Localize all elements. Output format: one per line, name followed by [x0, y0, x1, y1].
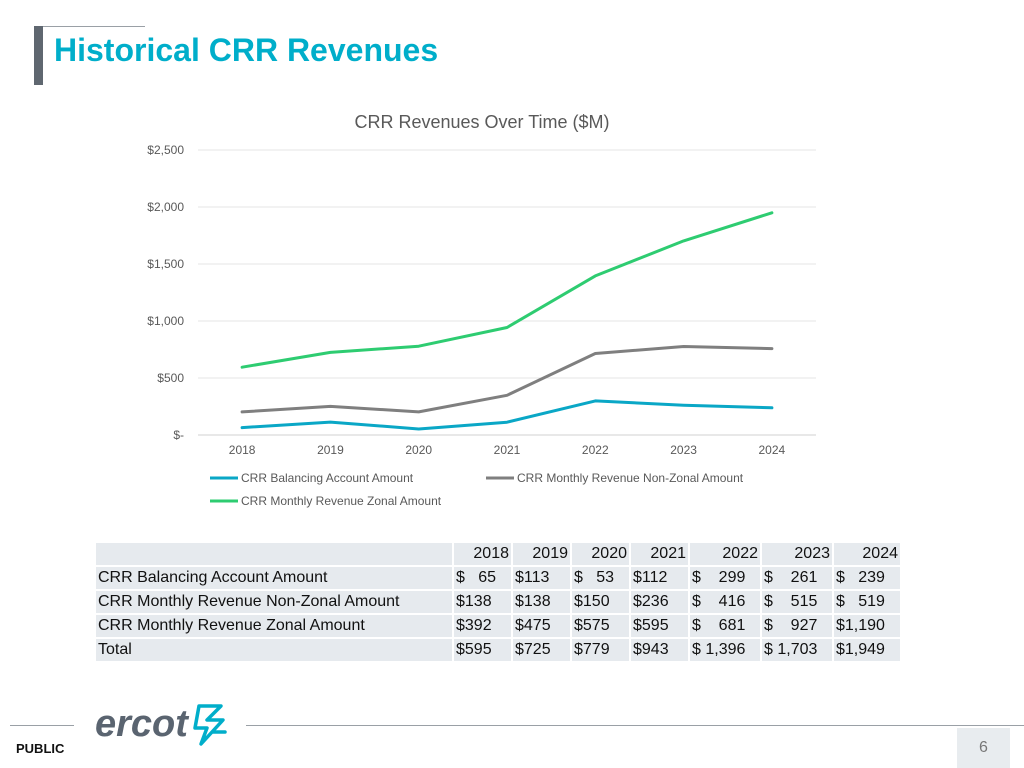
table-cell: $ 239 [834, 567, 900, 589]
ercot-bolt-icon [193, 704, 227, 746]
table-header-cell: 2022 [690, 543, 760, 565]
table-row: CRR Balancing Account Amount $ 65 $113 $ 53… [96, 567, 900, 589]
chart-legend: CRR Balancing Account Amount CRR Monthly … [210, 471, 744, 508]
x-tick-label: 2023 [670, 443, 697, 457]
table-cell: $ 53 [572, 567, 629, 589]
legend-label: CRR Balancing Account Amount [241, 471, 414, 485]
table-cell: $113 [513, 567, 570, 589]
table-cell: $ 927 [762, 615, 832, 637]
title-top-rule [34, 26, 145, 27]
x-tick-label: 2024 [759, 443, 786, 457]
x-tick-label: 2020 [405, 443, 432, 457]
legend-label: CRR Monthly Revenue Non-Zonal Amount [517, 471, 744, 485]
crr-revenue-table: 2018 2019 2020 2021 2022 2023 2024 CRR B… [94, 541, 902, 663]
table-cell: $ 519 [834, 591, 900, 613]
chart-gridlines [198, 149, 816, 436]
table-body: CRR Balancing Account Amount $ 65 $113 $ 53… [96, 567, 900, 661]
y-tick-label: $500 [157, 371, 184, 385]
table-cell: $1,190 [834, 615, 900, 637]
table-cell: $ 299 [690, 567, 760, 589]
table-row-label: CRR Monthly Revenue Zonal Amount [96, 615, 452, 637]
slide-title: Historical CRR Revenues [54, 32, 439, 68]
classification-label: PUBLIC [16, 741, 65, 756]
table-cell: $236 [631, 591, 688, 613]
series-line [240, 345, 774, 414]
page-number-box: 6 [957, 728, 1010, 768]
footer-rule-right [246, 725, 1024, 726]
table-cell: $ 515 [762, 591, 832, 613]
table-header-cell: 2020 [572, 543, 629, 565]
table-header-cell [96, 543, 452, 565]
table-header-cell: 2023 [762, 543, 832, 565]
table-cell: $779 [572, 639, 629, 661]
crr-revenue-line-chart: CRR Revenues Over Time ($M) $- $500 $1,000… [147, 112, 816, 508]
legend-label: CRR Monthly Revenue Zonal Amount [241, 494, 442, 508]
y-tick-label: $1,000 [147, 314, 184, 328]
table-cell: $150 [572, 591, 629, 613]
page-number: 6 [979, 739, 988, 756]
table-cell: $1,949 [834, 639, 900, 661]
table-cell: $575 [572, 615, 629, 637]
table-cell: $ 1,396 [690, 639, 760, 661]
table-cell: $943 [631, 639, 688, 661]
ercot-logo: ercot [95, 703, 227, 746]
table-row: CRR Monthly Revenue Zonal Amount $392 $475… [96, 615, 900, 637]
table-header-cell: 2018 [454, 543, 511, 565]
chart-title: CRR Revenues Over Time ($M) [354, 112, 609, 132]
table-cell: $138 [454, 591, 511, 613]
table-header-cell: 2024 [834, 543, 900, 565]
table-row-label: Total [96, 639, 452, 661]
y-axis-ticks: $- $500 $1,000 $1,500 $2,000 $2,500 [147, 143, 184, 442]
y-tick-label: $2,000 [147, 200, 184, 214]
table-cell: $ 681 [690, 615, 760, 637]
table-row: Total $595 $725 $779 $943 $ 1,396 $ 1,703 $1,94… [96, 639, 900, 661]
table-row-label: CRR Balancing Account Amount [96, 567, 452, 589]
table-cell: $ 65 [454, 567, 511, 589]
table-cell: $475 [513, 615, 570, 637]
x-tick-label: 2021 [494, 443, 521, 457]
x-axis-ticks: 2018 2019 2020 2021 2022 2023 2024 [229, 443, 786, 457]
footer-rule-left [10, 725, 74, 726]
table-row: CRR Monthly Revenue Non-Zonal Amount $138… [96, 591, 900, 613]
table-cell: $595 [454, 639, 511, 661]
table-cell: $ 261 [762, 567, 832, 589]
table-header-cell: 2019 [513, 543, 570, 565]
title-accent-bar [34, 26, 43, 85]
y-tick-label: $2,500 [147, 143, 184, 157]
x-tick-label: 2018 [229, 443, 256, 457]
table-cell: $138 [513, 591, 570, 613]
table-header-cell: 2021 [631, 543, 688, 565]
table-header-row: 2018 2019 2020 2021 2022 2023 2024 [96, 543, 900, 565]
table-cell: $112 [631, 567, 688, 589]
series-line [240, 399, 774, 431]
table-cell: $ 416 [690, 591, 760, 613]
y-tick-label: $1,500 [147, 257, 184, 271]
ercot-logo-text: ercot [95, 703, 189, 745]
table-row-label: CRR Monthly Revenue Non-Zonal Amount [96, 591, 452, 613]
series-line [240, 211, 774, 369]
chart-series [240, 211, 774, 431]
x-tick-label: 2022 [582, 443, 609, 457]
y-tick-label: $- [173, 428, 184, 442]
table-cell: $595 [631, 615, 688, 637]
table-cell: $725 [513, 639, 570, 661]
table-cell: $392 [454, 615, 511, 637]
table-cell: $ 1,703 [762, 639, 832, 661]
x-tick-label: 2019 [317, 443, 344, 457]
